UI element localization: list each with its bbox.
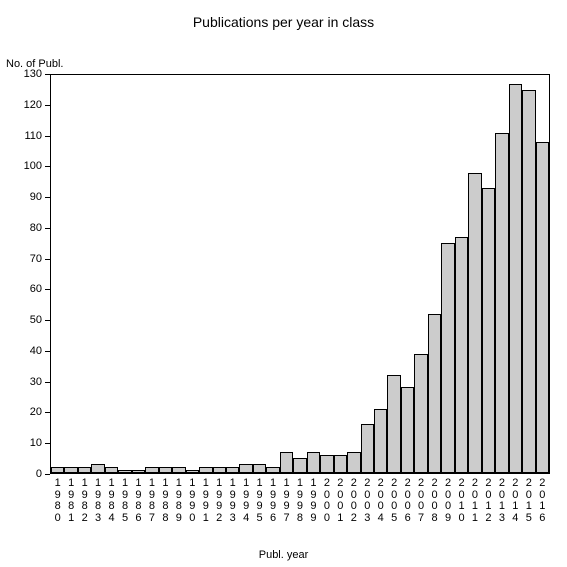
bar [239, 464, 252, 473]
bar [414, 354, 427, 473]
x-tick-label: 1 9 8 7 [145, 478, 158, 524]
bar [159, 467, 172, 473]
bar [495, 133, 508, 473]
x-tick-label: 1 9 8 6 [132, 478, 145, 524]
x-tick-label: 1 9 9 5 [253, 478, 266, 524]
bar [172, 467, 185, 473]
bar [455, 237, 468, 473]
x-tick-label: 2 0 0 4 [374, 478, 387, 524]
bar [226, 467, 239, 473]
bar [213, 467, 226, 473]
x-tick-label: 1 9 9 7 [280, 478, 293, 524]
bar [78, 467, 91, 473]
bar [51, 467, 64, 473]
bar [522, 90, 535, 473]
x-tick-label: 2 0 0 8 [428, 478, 441, 524]
bar [428, 314, 441, 473]
x-tick-label: 2 0 1 5 [522, 478, 535, 524]
x-tick-label: 1 9 9 9 [307, 478, 320, 524]
x-tick-label: 2 0 1 4 [509, 478, 522, 524]
y-tick-label: 30 [30, 376, 42, 388]
x-tick-label: 1 9 8 5 [118, 478, 131, 524]
y-tick-label: 20 [30, 406, 42, 418]
x-tick-label: 1 9 8 0 [51, 478, 64, 524]
bar [468, 173, 481, 473]
y-tick-label: 90 [30, 191, 42, 203]
y-tick-label: 130 [24, 68, 42, 80]
bar [145, 467, 158, 473]
x-tick-label: 1 9 8 4 [105, 478, 118, 524]
bars-container [51, 75, 549, 473]
x-tick-label: 2 0 0 2 [347, 478, 360, 524]
y-tick-label: 50 [30, 314, 42, 326]
bar [509, 84, 522, 473]
bar [132, 470, 145, 473]
x-tick-label: 2 0 0 3 [361, 478, 374, 524]
x-tick-label: 2 0 0 0 [320, 478, 333, 524]
bar [199, 467, 212, 473]
x-tick-label: 1 9 9 8 [293, 478, 306, 524]
bar [91, 464, 104, 473]
y-tick-label: 110 [24, 130, 42, 142]
bar [307, 452, 320, 473]
y-ticks: 0102030405060708090100110120130 [0, 74, 50, 474]
y-tick-label: 100 [24, 160, 42, 172]
x-tick-label: 2 0 1 1 [468, 478, 481, 524]
x-labels: 1 9 8 01 9 8 11 9 8 21 9 8 31 9 8 41 9 8… [50, 478, 550, 534]
x-tick-label: 1 9 8 3 [91, 478, 104, 524]
bar [320, 455, 333, 473]
x-tick-label: 1 9 9 6 [266, 478, 279, 524]
bar [266, 467, 279, 473]
x-tick-label: 1 9 8 9 [172, 478, 185, 524]
y-tick-label: 10 [30, 437, 42, 449]
bar [105, 467, 118, 473]
x-tick-label: 2 0 0 6 [401, 478, 414, 524]
bar [334, 455, 347, 473]
plot-area [50, 74, 550, 474]
y-tick-label: 0 [36, 468, 42, 480]
bar [253, 464, 266, 473]
x-tick-label: 1 9 9 2 [213, 478, 226, 524]
bar [64, 467, 77, 473]
x-tick-label: 2 0 1 3 [495, 478, 508, 524]
x-axis-title: Publ. year [0, 549, 567, 561]
x-tick-label: 1 9 8 2 [78, 478, 91, 524]
y-tick-label: 70 [30, 253, 42, 265]
y-tick-label: 60 [30, 283, 42, 295]
y-tick-label: 120 [24, 99, 42, 111]
bar [347, 452, 360, 473]
publications-chart: Publications per year in class No. of Pu… [0, 0, 567, 567]
chart-title: Publications per year in class [0, 14, 567, 30]
bar [441, 243, 454, 473]
x-tick-label: 2 0 1 0 [455, 478, 468, 524]
bar [374, 409, 387, 473]
x-tick-label: 2 0 1 2 [482, 478, 495, 524]
x-tick-label: 1 9 9 4 [239, 478, 252, 524]
bar [387, 375, 400, 473]
x-tick-label: 2 0 0 9 [441, 478, 454, 524]
bar [118, 470, 131, 473]
bar [401, 387, 414, 473]
bar [280, 452, 293, 473]
x-tick-label: 1 9 9 3 [226, 478, 239, 524]
x-tick-label: 1 9 8 1 [64, 478, 77, 524]
x-tick-label: 2 0 0 5 [387, 478, 400, 524]
bar [186, 470, 199, 473]
x-tick-label: 2 0 0 7 [414, 478, 427, 524]
bar [361, 424, 374, 473]
bar [482, 188, 495, 473]
x-tick-label: 1 9 8 8 [159, 478, 172, 524]
y-tick-label: 80 [30, 222, 42, 234]
x-tick-label: 2 0 1 6 [536, 478, 549, 524]
bar [293, 458, 306, 473]
bar [536, 142, 549, 473]
y-tick-label: 40 [30, 345, 42, 357]
x-tick-label: 1 9 9 1 [199, 478, 212, 524]
x-tick-label: 2 0 0 1 [334, 478, 347, 524]
x-tick-label: 1 9 9 0 [186, 478, 199, 524]
